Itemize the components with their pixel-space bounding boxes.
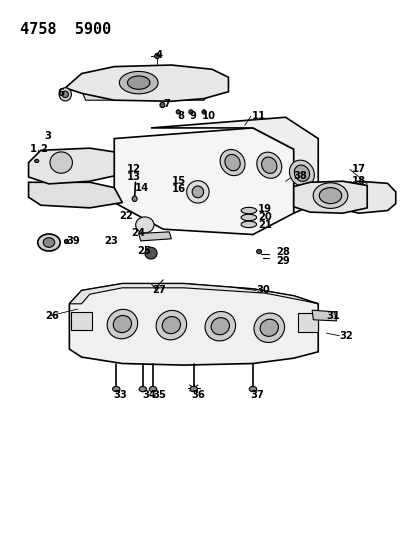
Text: 34: 34: [142, 391, 156, 400]
Polygon shape: [29, 182, 122, 208]
Ellipse shape: [241, 221, 257, 228]
Polygon shape: [294, 181, 367, 213]
Text: 32: 32: [339, 331, 353, 341]
Text: 37: 37: [251, 391, 264, 400]
Ellipse shape: [35, 159, 39, 163]
Text: 24: 24: [131, 228, 145, 238]
Text: 15: 15: [172, 176, 186, 186]
Polygon shape: [29, 148, 114, 184]
Text: 14: 14: [135, 183, 149, 192]
Ellipse shape: [189, 110, 193, 114]
Ellipse shape: [190, 386, 197, 392]
Polygon shape: [151, 117, 318, 213]
Ellipse shape: [254, 313, 284, 343]
Text: 12: 12: [127, 165, 141, 174]
Text: 4: 4: [155, 51, 162, 60]
Text: 19: 19: [258, 204, 272, 214]
Polygon shape: [335, 181, 396, 213]
Text: 13: 13: [127, 173, 141, 182]
Text: 7: 7: [163, 99, 170, 109]
Polygon shape: [71, 312, 92, 330]
Ellipse shape: [202, 110, 206, 114]
Text: 29: 29: [277, 256, 290, 266]
Ellipse shape: [319, 188, 342, 204]
Ellipse shape: [43, 238, 55, 247]
Ellipse shape: [107, 309, 137, 339]
Text: 21: 21: [258, 221, 272, 230]
Ellipse shape: [127, 76, 150, 90]
Ellipse shape: [260, 319, 278, 336]
Ellipse shape: [119, 71, 158, 94]
Ellipse shape: [139, 386, 146, 392]
Ellipse shape: [289, 160, 315, 187]
Ellipse shape: [135, 217, 154, 233]
Text: 31: 31: [326, 311, 340, 320]
Ellipse shape: [62, 91, 69, 98]
Text: 23: 23: [104, 236, 118, 246]
Ellipse shape: [225, 155, 240, 171]
Text: 2: 2: [40, 144, 47, 154]
Polygon shape: [139, 232, 171, 241]
Text: 1: 1: [29, 144, 36, 154]
Text: 10: 10: [202, 111, 216, 121]
Ellipse shape: [257, 249, 262, 254]
Polygon shape: [82, 91, 212, 100]
Ellipse shape: [220, 149, 245, 176]
Ellipse shape: [262, 157, 277, 173]
Text: 26: 26: [45, 311, 59, 320]
Ellipse shape: [241, 207, 257, 214]
Text: 35: 35: [152, 391, 166, 400]
Polygon shape: [114, 128, 294, 235]
Polygon shape: [312, 310, 337, 321]
Ellipse shape: [176, 110, 180, 114]
Ellipse shape: [211, 318, 229, 335]
Text: 25: 25: [137, 246, 151, 255]
Text: 36: 36: [191, 391, 205, 400]
Ellipse shape: [113, 386, 120, 392]
Text: 18: 18: [352, 176, 366, 186]
Text: 27: 27: [152, 286, 166, 295]
Polygon shape: [65, 65, 228, 101]
Ellipse shape: [38, 234, 60, 251]
Text: 38: 38: [294, 171, 308, 181]
Ellipse shape: [149, 386, 157, 392]
Text: 39: 39: [66, 236, 80, 246]
Ellipse shape: [155, 53, 160, 59]
Ellipse shape: [132, 196, 137, 201]
Ellipse shape: [113, 316, 131, 333]
Polygon shape: [298, 313, 318, 332]
Ellipse shape: [313, 183, 348, 208]
Ellipse shape: [156, 310, 186, 340]
Text: 11: 11: [252, 111, 266, 121]
Text: 16: 16: [172, 184, 186, 194]
Text: 17: 17: [352, 165, 366, 174]
Ellipse shape: [50, 152, 73, 173]
Ellipse shape: [294, 165, 310, 181]
Text: 20: 20: [258, 213, 272, 222]
Text: 8: 8: [177, 111, 184, 121]
Ellipse shape: [186, 181, 209, 203]
Text: 28: 28: [277, 247, 290, 257]
Text: 9: 9: [190, 111, 197, 121]
Text: 4758  5900: 4758 5900: [20, 22, 112, 37]
Ellipse shape: [145, 247, 157, 259]
Text: 30: 30: [256, 286, 270, 295]
Polygon shape: [69, 284, 318, 365]
Ellipse shape: [205, 311, 235, 341]
Ellipse shape: [59, 87, 71, 101]
Text: 6: 6: [57, 88, 64, 98]
Ellipse shape: [257, 152, 282, 179]
Polygon shape: [69, 284, 318, 304]
Ellipse shape: [249, 386, 257, 392]
Text: 22: 22: [119, 211, 133, 221]
Ellipse shape: [160, 102, 165, 108]
Ellipse shape: [162, 317, 180, 334]
Text: 3: 3: [44, 131, 51, 141]
Ellipse shape: [241, 214, 257, 221]
Ellipse shape: [192, 186, 204, 198]
Ellipse shape: [64, 239, 69, 244]
Text: 33: 33: [113, 391, 127, 400]
